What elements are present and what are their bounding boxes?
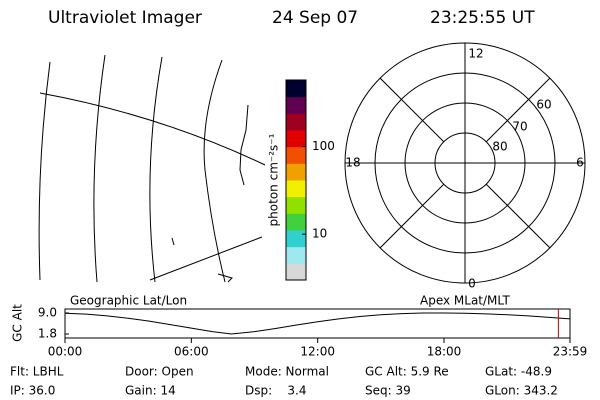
y-tick-label: 9.0: [38, 306, 57, 320]
colorbar-tick-label: 100: [312, 139, 335, 153]
status-field: GLon: 343.2: [485, 384, 558, 398]
color-swatch: [286, 96, 306, 114]
title: Ultraviolet Imager: [48, 8, 202, 28]
color-swatch: [286, 146, 306, 164]
plot-frame: [64, 308, 571, 339]
meridian: [38, 61, 51, 281]
status-field: Door: Open: [125, 365, 194, 379]
altitude-line: [64, 312, 571, 335]
x-tick-label: 23:59: [553, 345, 588, 359]
time: 23:25:55 UT: [430, 8, 535, 28]
polar-grid: [344, 42, 586, 284]
coastline: [239, 104, 249, 186]
lat-label: 60: [536, 98, 551, 112]
mlt-label: 6: [576, 156, 584, 170]
color-swatch: [286, 196, 306, 214]
x-tick-label: 12:00: [300, 345, 335, 359]
mlt-label: 18: [345, 156, 360, 170]
colorbar-label: photon cm⁻²s⁻¹: [267, 133, 281, 226]
status-field: GC Alt: 5.9 Re: [365, 365, 449, 379]
status-field: Flt: LBHL: [10, 365, 64, 379]
color-swatch: [286, 230, 306, 248]
lat-label: 70: [512, 120, 527, 134]
color-swatch: [286, 213, 306, 231]
meridian: [149, 56, 163, 283]
y-tick-label: 1.8: [38, 327, 57, 341]
map: [38, 54, 266, 283]
x-tick-label: 00:00: [48, 345, 83, 359]
x-tick-label: 18:00: [427, 345, 462, 359]
status-field: IP: 36.0: [10, 384, 55, 398]
date: 24 Sep 07: [272, 8, 358, 28]
altitude-chart: 9.0 1.8 00:00 06:00 12:00 18:00 23:59: [38, 306, 587, 359]
color-swatch: [286, 113, 306, 131]
parallel: [149, 236, 263, 281]
colorbar: 10 100: [285, 79, 335, 281]
y-axis-label: GC Alt: [11, 304, 25, 342]
note: Geographic Lat/Lon: [70, 294, 187, 308]
meridian: [93, 54, 106, 283]
color-swatch: [286, 80, 306, 98]
status-field: Gain: 14: [125, 384, 176, 398]
status-field: GLat: -48.9: [485, 365, 552, 379]
x-tick-label: 06:00: [174, 345, 209, 359]
mlt-label: 12: [468, 47, 483, 61]
colorbar-tick-label: 10: [312, 227, 327, 241]
note: Apex MLat/MLT: [420, 294, 510, 308]
parallel: [39, 92, 266, 166]
colorbar-frame: [285, 79, 307, 281]
color-swatch: [286, 180, 306, 198]
color-swatch: [286, 130, 306, 148]
lat-label: 80: [492, 140, 507, 154]
color-swatch: [286, 246, 306, 264]
mlt-label: 0: [468, 277, 476, 291]
status-field: Dsp: 3.4: [245, 384, 307, 398]
status-field: Seq: 39: [365, 384, 411, 398]
color-swatch: [286, 263, 306, 281]
status-field: Mode: Normal: [245, 365, 329, 379]
color-swatch: [286, 163, 306, 181]
status-panel: Flt: LBHL Door: Open Mode: Normal GC Alt: 5…: [10, 365, 558, 398]
coastline: [171, 237, 233, 283]
meridian: [203, 59, 226, 283]
